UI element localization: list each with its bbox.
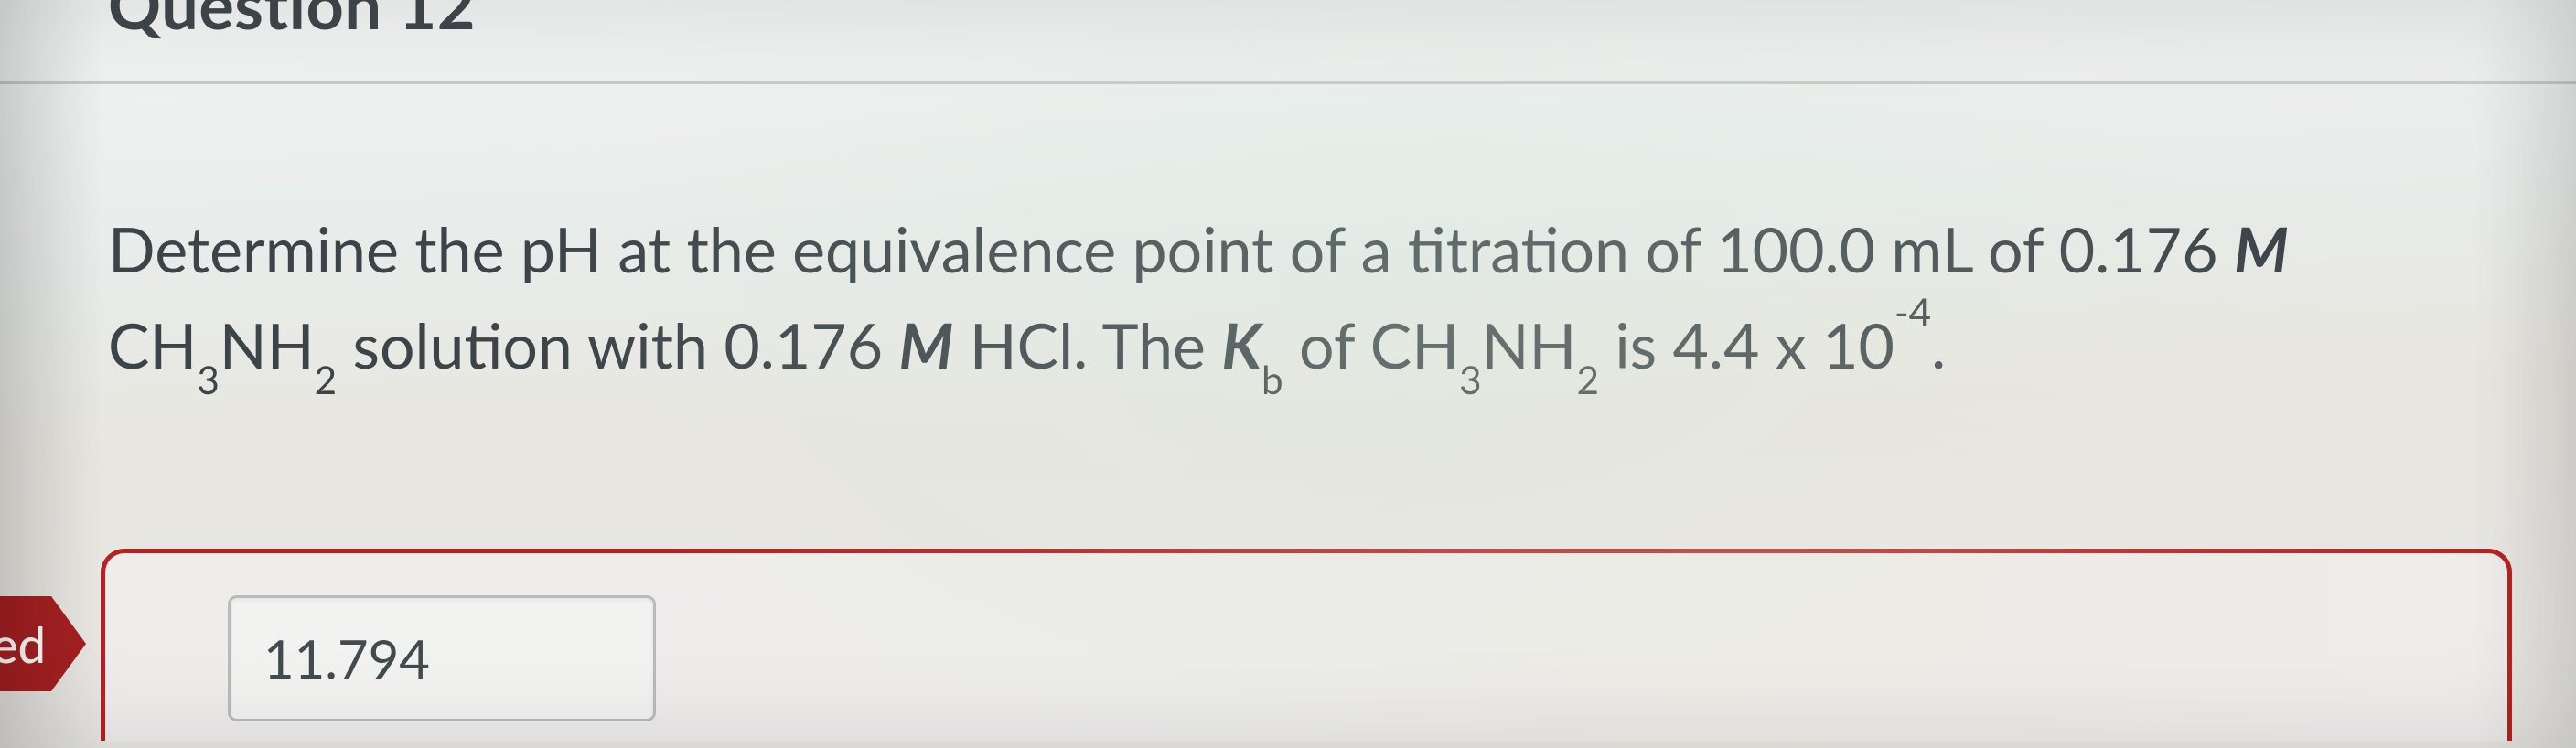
species2-sub1: 3 <box>1459 356 1481 402</box>
exponent: -4 <box>1894 288 1931 335</box>
question-number-label: Question 12 <box>108 0 476 44</box>
prompt-text-5: NH <box>1482 308 1577 382</box>
molarity-symbol-2: M <box>899 308 954 382</box>
prompt-period: . <box>1931 308 1946 382</box>
prompt-text-2: solution with 0.176 <box>337 308 898 382</box>
answer-input[interactable] <box>228 595 656 721</box>
question-header-row: Question 12 <box>0 0 2576 84</box>
species1-part-a: CH <box>108 308 197 382</box>
kb-main: K <box>1221 308 1261 382</box>
prompt-text: Determine the pH at the equivalence poin… <box>108 212 2234 286</box>
kb-sub: b <box>1261 356 1283 402</box>
prompt-text-3: HCl. The <box>953 308 1221 382</box>
molarity-symbol: M <box>2234 212 2289 286</box>
prompt-text-6: is 4.4 x 10 <box>1599 308 1894 382</box>
answer-status-tag-label: ed <box>0 614 46 674</box>
species1-sub1: 3 <box>197 356 219 402</box>
species1-part-b: NH <box>220 308 315 382</box>
question-prompt: Determine the pH at the equivalence poin… <box>108 201 2494 397</box>
species1-sub2: 2 <box>315 356 337 402</box>
species2-sub2: 2 <box>1576 356 1598 402</box>
answer-container <box>101 549 2512 741</box>
quiz-question-panel: Question 12 Determine the pH at the equi… <box>0 0 2576 748</box>
prompt-text-4: of CH <box>1283 308 1460 382</box>
answer-status-tag: ed <box>0 596 51 691</box>
